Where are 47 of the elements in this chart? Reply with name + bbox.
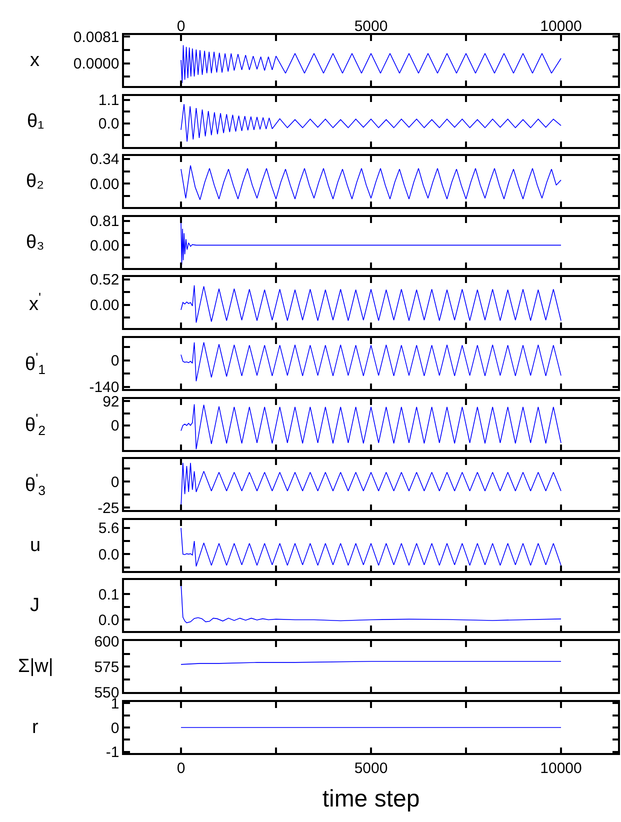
y-tick-label: 0.52: [90, 272, 120, 290]
y-tick-label: -25: [98, 500, 120, 517]
line-series: [180, 584, 562, 624]
y-tick-label: 0.0: [98, 546, 120, 564]
y-axis-title: x: [30, 50, 40, 71]
y-tick-label: 0.0: [98, 612, 120, 630]
line-series: [180, 165, 562, 200]
x2-tick-label: 5000: [354, 18, 388, 35]
line-series: [180, 403, 562, 450]
y-tick-label: 0.81: [90, 212, 120, 230]
y-axis-title: u: [30, 534, 41, 556]
line-series: [180, 285, 562, 324]
x2-tick-label: 10000: [540, 18, 582, 35]
y-axis-title: Σ|w|: [18, 656, 54, 677]
y-axis-title: J: [30, 595, 40, 616]
line-series: [180, 527, 562, 567]
y-tick-label: 0: [110, 474, 120, 492]
x-tick-label: 10000: [540, 759, 582, 776]
x-tick-label: 5000: [354, 759, 388, 776]
line-series: [180, 103, 562, 142]
y-axis-title: θ₃: [26, 232, 44, 253]
x-axis-title: time step: [322, 785, 420, 812]
y-tick-label: 600: [94, 633, 120, 650]
y-tick-label: 5.6: [98, 520, 120, 537]
line-series: [180, 342, 562, 382]
y-axis-title: θ₁: [27, 110, 44, 132]
x-tick-label: 0: [176, 759, 186, 776]
y-tick-label: 0.00: [90, 298, 120, 315]
line-series: [180, 222, 562, 265]
y-tick-label: 0.0: [98, 115, 120, 132]
y-tick-label: 0.00: [90, 176, 120, 194]
y-tick-label: 1.1: [98, 92, 120, 109]
y-axis-title: r: [32, 716, 39, 738]
y-tick-label: -1: [106, 744, 120, 761]
y-tick-label: 0.0081: [73, 28, 120, 46]
y-tick-label: 0: [110, 719, 120, 736]
y-axis-title: x$^{'}$: [29, 290, 42, 316]
y-tick-label: 0.34: [90, 151, 120, 168]
y-tick-label: 0: [110, 417, 120, 434]
y-tick-label: 0.00: [90, 237, 120, 254]
y-axis-title: θ₂: [26, 171, 44, 192]
y-tick-label: 575: [94, 658, 120, 676]
x2-tick-label: 0: [176, 18, 186, 35]
y-tick-label: 0.1: [98, 586, 120, 604]
y-tick-label: 0: [110, 352, 120, 370]
line-series: [180, 44, 562, 84]
y-tick-label: 0.0000: [73, 56, 120, 73]
